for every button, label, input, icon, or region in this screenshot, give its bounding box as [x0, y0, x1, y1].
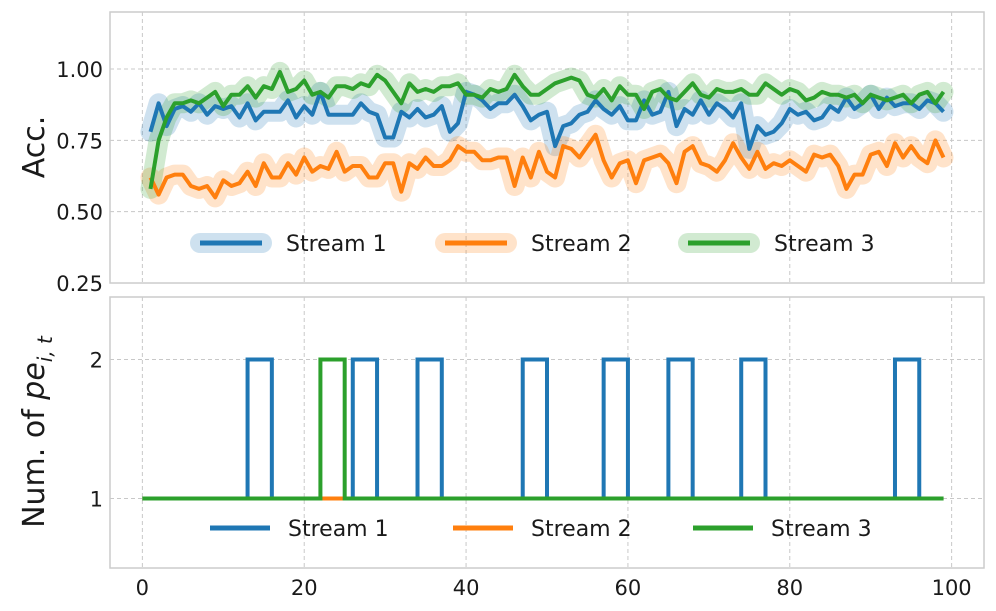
accuracy-line-2: [148, 132, 946, 200]
x-axis-ticks: 0 20 40 60 80 100: [136, 576, 972, 600]
x-tick-label: 40: [453, 576, 480, 600]
pe-count-y-tick-label: 1: [90, 488, 103, 512]
accuracy-y-ticks: 0.25 0.50 0.75 1.00: [56, 58, 103, 296]
accuracy-y-label: Acc.: [17, 116, 52, 179]
x-tick-label: 20: [291, 576, 318, 600]
x-tick-label: 60: [615, 576, 642, 600]
accuracy-panel: 0.250.500.751.00 Acc. Stream 1 Stream 2 St…: [17, 11, 985, 296]
accuracy-legend: Stream 1 Stream 2 Stream 3: [190, 232, 875, 257]
pe-count-legend-label-3: Stream 3: [771, 517, 872, 542]
pe-count-frame: [109, 296, 985, 569]
pe-count-legend-label-2: Stream 2: [531, 517, 632, 542]
accuracy-legend-label-3: Stream 3: [774, 232, 875, 257]
accuracy-y-tick-label: 1.00: [56, 58, 103, 82]
pe-count-y-ticks: 12: [90, 349, 103, 512]
accuracy-frame: [109, 11, 985, 284]
accuracy-lines: [148, 69, 946, 200]
pe-count-legend: Stream 1 Stream 2 Stream 3: [210, 517, 872, 542]
pe-count-legend-label-1: Stream 1: [288, 517, 389, 542]
accuracy-y-tick-label: 0.50: [56, 201, 103, 225]
accuracy-line-1: [148, 89, 945, 151]
accuracy-line-3: [148, 69, 946, 190]
accuracy-panel-background: [110, 12, 984, 283]
accuracy-y-tick-label: 0.25: [56, 272, 103, 296]
pe-count-lines: [142, 357, 944, 501]
pe-count-y-label-prefix: Num. of: [17, 400, 52, 528]
x-tick-label: 80: [776, 576, 803, 600]
pe-count-line-3: [142, 357, 944, 501]
x-tick-label: 100: [932, 576, 972, 600]
pe-count-y-tick-label: 2: [90, 349, 103, 373]
pe-count-y-label-var: pe: [17, 362, 52, 401]
accuracy-legend-label-2: Stream 2: [531, 232, 632, 257]
pe-count-y-label-sub: i, t: [33, 335, 57, 362]
x-tick-label: 0: [136, 576, 149, 600]
pe-count-y-label: Num. of pei, t: [17, 335, 57, 528]
accuracy-y-tick-label: 0.75: [56, 129, 103, 153]
accuracy-legend-label-1: Stream 1: [286, 232, 387, 257]
